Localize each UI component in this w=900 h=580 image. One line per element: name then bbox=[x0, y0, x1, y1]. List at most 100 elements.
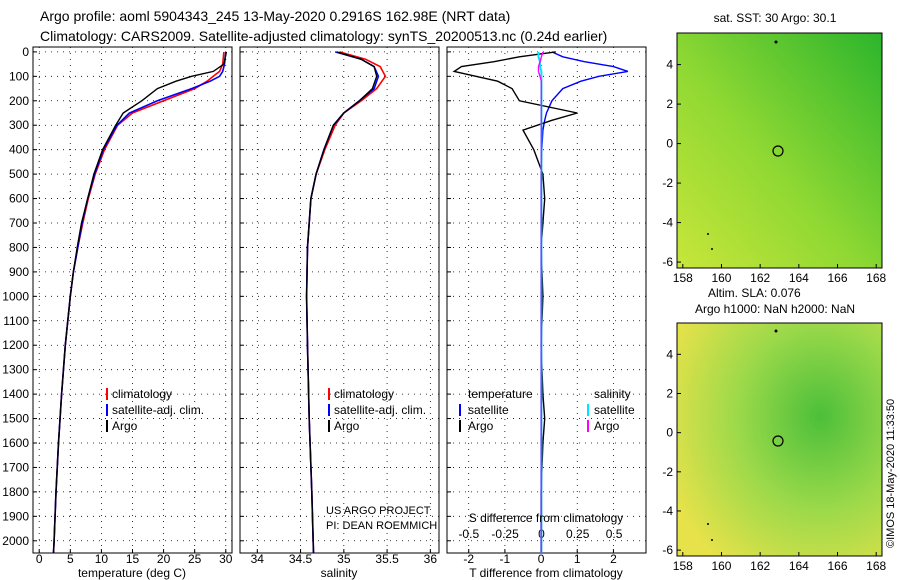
legend-s-satellite: satellite bbox=[594, 403, 635, 417]
sst-island-mark bbox=[711, 248, 713, 250]
depth-tick-label: 1900 bbox=[2, 509, 29, 523]
x-tick-label: -2 bbox=[463, 552, 474, 566]
depth-tick-label: 1300 bbox=[2, 363, 29, 377]
legend-t-argo: Argo bbox=[468, 419, 494, 433]
map-lon-label: 158 bbox=[673, 559, 693, 573]
temperature-legend: climatology satellite-adj. clim. Argo bbox=[106, 387, 204, 433]
difference-tick-labels: -2 -1 0 1 2 bbox=[463, 552, 617, 566]
sst-map bbox=[676, 32, 883, 269]
salinity-series bbox=[305, 51, 387, 553]
series-line-argo bbox=[52, 51, 228, 553]
legend-swatch-climatology bbox=[106, 388, 108, 400]
depth-tick-label: 200 bbox=[9, 94, 29, 108]
depth-tick-label: 600 bbox=[9, 192, 29, 206]
sst-island-mark bbox=[707, 233, 709, 235]
sst-map-title: sat. SST: 30 Argo: 30.1 bbox=[714, 11, 837, 25]
temperature-xlabel: temperature (deg C) bbox=[78, 566, 186, 580]
series-line-climatology bbox=[305, 51, 387, 553]
series-line-climatology bbox=[52, 51, 225, 553]
depth-tick-label: 1500 bbox=[2, 412, 29, 426]
s-diff-tick-label: 0.25 bbox=[566, 527, 590, 541]
temperature-grid bbox=[33, 47, 232, 553]
pi-annotation: PI: DEAN ROEMMICH bbox=[326, 520, 437, 532]
depth-tick-label: 1700 bbox=[2, 460, 29, 474]
map-lat-label: 2 bbox=[666, 97, 673, 111]
legend-climatology: climatology bbox=[334, 387, 394, 401]
s-diff-tick-label: -0.25 bbox=[491, 527, 519, 541]
x-tick-label: -1 bbox=[500, 552, 511, 566]
depth-tick-label: 1600 bbox=[2, 436, 29, 450]
legend-swatch-satellite bbox=[328, 404, 330, 416]
map-lat-label: -4 bbox=[662, 216, 673, 230]
series-line-s-argo bbox=[537, 51, 544, 553]
map-lon-label: 160 bbox=[711, 559, 731, 573]
legend-swatch-t-argo bbox=[459, 420, 461, 432]
sla-island-mark bbox=[774, 329, 778, 333]
depth-tick-label: 2000 bbox=[2, 534, 29, 548]
title-line-1: Argo profile: aoml 5904343_245 13-May-20… bbox=[40, 8, 510, 24]
difference-xlabel: T difference from climatology bbox=[469, 566, 623, 580]
sla-island-mark bbox=[707, 523, 709, 525]
series-line-satellite-adj-clim- bbox=[305, 51, 380, 553]
legend-swatch-argo bbox=[328, 420, 330, 432]
difference-series bbox=[452, 51, 629, 553]
map-lat-label: 0 bbox=[666, 426, 673, 440]
sla-island-mark bbox=[711, 539, 713, 541]
depth-tick-label: 700 bbox=[9, 216, 29, 230]
x-tick-label: 36 bbox=[424, 552, 438, 566]
legend-satellite-adj: satellite-adj. clim. bbox=[112, 403, 204, 417]
map-lon-label: 166 bbox=[828, 559, 848, 573]
depth-tick-label: 1400 bbox=[2, 387, 29, 401]
depth-tick-label: 500 bbox=[9, 167, 29, 181]
depth-tick-labels: 0 100 200 300 400 500 600 700 800 900 1000 1100 1200… bbox=[2, 45, 29, 548]
project-annotation: US ARGO PROJECT bbox=[326, 505, 431, 517]
temperature-series bbox=[52, 51, 228, 553]
s-diff-tick-label: 0.5 bbox=[606, 527, 623, 541]
salinity-xlabel: salinity bbox=[321, 566, 358, 580]
x-tick-label: 35 bbox=[337, 552, 351, 566]
x-tick-label: 1 bbox=[574, 552, 581, 566]
sst-argo-location-marker bbox=[772, 145, 784, 157]
x-tick-label: 34.5 bbox=[289, 552, 313, 566]
map-lat-label: 0 bbox=[666, 137, 673, 151]
depth-tick-label: 900 bbox=[9, 265, 29, 279]
legend-t-satellite: satellite bbox=[468, 403, 509, 417]
map-lat-label: -6 bbox=[662, 543, 673, 557]
map-lon-label: 166 bbox=[828, 271, 848, 285]
x-tick-label: 0 bbox=[36, 552, 43, 566]
temperature-tick-labels: 0 5 10 15 20 25 30 bbox=[36, 552, 233, 566]
sst-island-mark bbox=[774, 40, 778, 44]
depth-tick-label: 1000 bbox=[2, 289, 29, 303]
imos-timestamp: ©IMOS 18-May-2020 11:33:50 bbox=[885, 399, 897, 548]
legend-swatch-satellite bbox=[106, 404, 108, 416]
x-tick-label: 34 bbox=[251, 552, 265, 566]
depth-tick-label: 800 bbox=[9, 240, 29, 254]
map-lat-label: -2 bbox=[662, 176, 673, 190]
depth-tick-label: 0 bbox=[22, 45, 29, 59]
depth-tick-label: 400 bbox=[9, 143, 29, 157]
series-line-t-argo bbox=[452, 51, 578, 553]
x-tick-label: 15 bbox=[126, 552, 140, 566]
depth-tick-label: 1800 bbox=[2, 485, 29, 499]
x-tick-label: 30 bbox=[219, 552, 233, 566]
map-lat-label: 4 bbox=[666, 347, 673, 361]
x-tick-label: 0 bbox=[538, 552, 545, 566]
map-lon-label: 158 bbox=[673, 271, 693, 285]
legend-swatch-s-satellite bbox=[587, 404, 589, 416]
legend-argo: Argo bbox=[334, 419, 360, 433]
x-tick-label: 25 bbox=[188, 552, 202, 566]
salinity-panel-frame bbox=[239, 46, 440, 554]
legend-swatch-s-argo bbox=[587, 420, 589, 432]
sla-map bbox=[676, 322, 883, 557]
map-lat-label: 4 bbox=[666, 58, 673, 72]
x-tick-label: 2 bbox=[610, 552, 617, 566]
x-tick-label: 5 bbox=[67, 552, 74, 566]
sla-map-title-2: Argo h1000: NaN h2000: NaN bbox=[695, 302, 855, 316]
legend-temperature-title: temperature bbox=[468, 387, 533, 401]
map-lon-label: 168 bbox=[866, 559, 886, 573]
series-line-argo bbox=[305, 51, 378, 553]
legend-climatology: climatology bbox=[112, 387, 172, 401]
map-lat-label: 2 bbox=[666, 386, 673, 400]
salinity-tick-labels: 34 34.5 35 35.5 36 bbox=[251, 552, 438, 566]
